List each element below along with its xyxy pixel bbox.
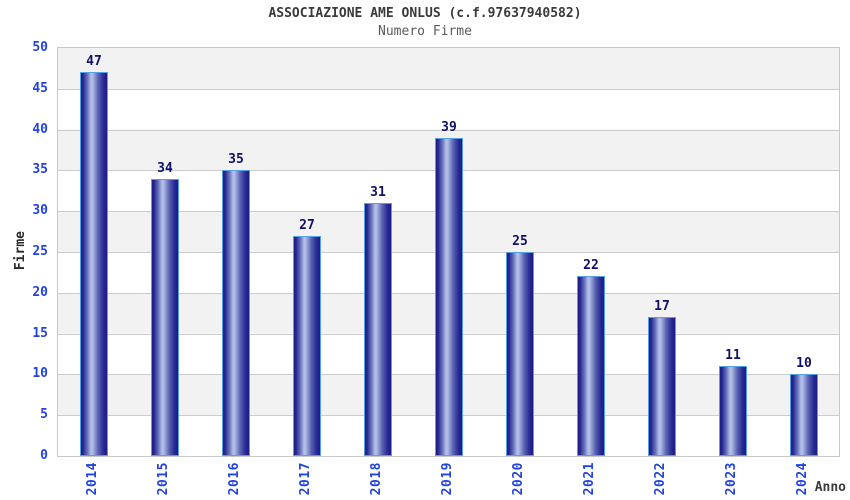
- y-tick-label: 20: [32, 285, 48, 300]
- y-tick-label: 25: [32, 244, 48, 259]
- y-tick-label: 30: [32, 203, 48, 218]
- x-tick-label: 2017: [298, 462, 313, 496]
- bar-value-label: 27: [299, 218, 315, 233]
- bar-2016: [222, 170, 250, 456]
- y-tick-label: 15: [32, 326, 48, 341]
- y-tick-label: 35: [32, 162, 48, 177]
- y-tick-label: 0: [40, 448, 48, 463]
- bar-value-label: 31: [370, 185, 386, 200]
- x-tick-label: 2016: [227, 462, 242, 496]
- bar-value-label: 39: [441, 120, 457, 135]
- bar-value-label: 10: [796, 356, 812, 371]
- bar-2020: [506, 252, 534, 456]
- y-tick-label: 40: [32, 122, 48, 137]
- x-tick-label: 2023: [724, 462, 739, 496]
- x-tick-label: 2018: [369, 462, 384, 496]
- bar-2014: [80, 72, 108, 456]
- x-axis-title: Anno: [814, 480, 846, 495]
- x-tick-label: 2021: [582, 462, 597, 496]
- gridline: [58, 89, 839, 90]
- bar-2021: [577, 276, 605, 456]
- x-tick-label: 2015: [156, 462, 171, 496]
- bar-2022: [648, 317, 676, 456]
- plot-area: 47 34 35 27 31 39 25 22 17 11 10: [57, 47, 840, 457]
- x-tick-label: 2022: [653, 462, 668, 496]
- bar-value-label: 25: [512, 234, 528, 249]
- bar-2019: [435, 138, 463, 456]
- bar-value-label: 17: [654, 299, 670, 314]
- bar-2017: [293, 236, 321, 456]
- bar-value-label: 22: [583, 258, 599, 273]
- bar-value-label: 35: [228, 152, 244, 167]
- y-tick-label: 50: [32, 40, 48, 55]
- bar-value-label: 11: [725, 348, 741, 363]
- bar-value-label: 34: [157, 161, 173, 176]
- y-tick-label: 10: [32, 366, 48, 381]
- gridline: [58, 130, 839, 131]
- x-tick-label: 2019: [440, 462, 455, 496]
- x-tick-label: 2020: [511, 462, 526, 496]
- y-tick-label: 45: [32, 81, 48, 96]
- bar-2018: [364, 203, 392, 456]
- y-tick-label: 5: [40, 407, 48, 422]
- bar-2015: [151, 179, 179, 456]
- x-tick-label: 2024: [795, 462, 810, 496]
- chart-title: ASSOCIAZIONE AME ONLUS (c.f.97637940582): [268, 6, 582, 21]
- chart-subtitle: Numero Firme: [378, 24, 472, 39]
- bar-2024: [790, 374, 818, 456]
- bar-2023: [719, 366, 747, 456]
- x-tick-label: 2014: [85, 462, 100, 496]
- bar-value-label: 47: [86, 54, 102, 69]
